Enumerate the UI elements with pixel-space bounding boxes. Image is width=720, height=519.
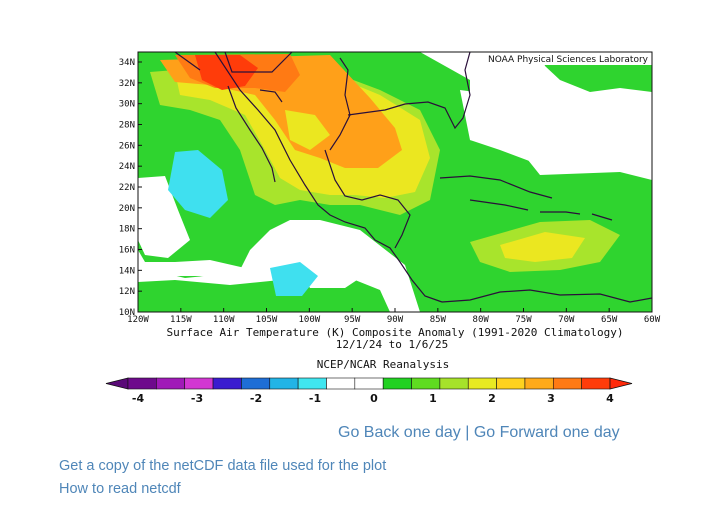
lat-tick-label: 22N [119, 183, 135, 193]
netcdf-download-link[interactable]: Get a copy of the netCDF data file used … [59, 458, 387, 474]
colorbar-label: -4 [132, 392, 145, 405]
colorbar-label: 1 [429, 392, 437, 405]
lat-tick-label: 26N [119, 141, 135, 151]
go-back-link[interactable]: Go Back one day [338, 424, 461, 441]
colorbar-swatch [297, 377, 327, 390]
colorbar-swatch [467, 377, 497, 390]
lon-tick-label: 70W [558, 315, 575, 325]
lon-tick-label: 100W [298, 315, 320, 325]
lon-tick-label: 110W [213, 315, 235, 325]
colorbar-label: 2 [488, 392, 496, 405]
lon-tick-label: 120W [127, 315, 149, 325]
how-to-read-netcdf-link[interactable]: How to read netcdf [59, 481, 181, 497]
latitude-ticks: 34N 32N 30N 28N 26N 24N 22N 20N 18N 16N 14N 12N 10N [119, 58, 142, 318]
colorbar-swatch [496, 377, 526, 390]
lat-tick-label: 10N [119, 308, 135, 318]
colorbar-swatch [382, 377, 412, 390]
lon-tick-label: 105W [256, 315, 278, 325]
colorbar-left-arrow [105, 377, 129, 390]
longitude-ticks: 120W 115W 110W 105W 100W 95W 90W 85W 80W 75W 70W 65… [127, 308, 661, 325]
go-forward-link[interactable]: Go Forward one day [473, 424, 620, 441]
lat-tick-label: 24N [119, 162, 135, 172]
nav-separator: | [465, 424, 470, 441]
colorbar-label: 3 [547, 392, 555, 405]
colorbar-swatch [156, 377, 186, 390]
colorbar-swatch [411, 377, 441, 390]
lat-tick-label: 28N [119, 121, 135, 131]
caption-title: Surface Air Temperature (K) Composite An… [167, 326, 624, 339]
lat-tick-label: 20N [119, 204, 135, 214]
colorbar-label: 0 [370, 392, 378, 405]
colorbar-label: -3 [191, 392, 203, 405]
caption-source: NCEP/NCAR Reanalysis [317, 358, 449, 371]
lat-tick-label: 34N [119, 58, 135, 68]
colorbar-swatch [269, 377, 299, 390]
lon-tick-label: 90W [387, 315, 404, 325]
colorbar-label: -1 [309, 392, 321, 405]
colorbar-legend: -4 -3 -2 -1 0 1 2 3 4 [105, 377, 633, 405]
colorbar-swatch [439, 377, 469, 390]
lon-tick-label: 85W [430, 315, 447, 325]
colorbar-right-arrow [609, 377, 633, 390]
day-navigation: Go Back one day | Go Forward one day [338, 424, 620, 442]
anomaly-field [138, 52, 652, 312]
colorbar-swatch [524, 377, 554, 390]
lat-tick-label: 32N [119, 79, 135, 89]
colorbar-swatch [326, 377, 356, 390]
colorbar-swatch [184, 377, 214, 390]
lon-tick-label: 80W [473, 315, 490, 325]
lon-tick-label: 60W [644, 315, 661, 325]
lat-tick-label: 14N [119, 266, 135, 276]
caption-date-range: 12/1/24 to 1/6/25 [336, 338, 449, 351]
colorbar-swatch [581, 377, 611, 390]
credit-text: NOAA Physical Sciences Laboratory [488, 55, 649, 65]
colorbar-swatch [241, 377, 271, 390]
lat-tick-label: 30N [119, 100, 135, 110]
colorbar-label: -2 [250, 392, 262, 405]
colorbar-label: 4 [606, 392, 614, 405]
colorbar-swatch [127, 377, 157, 390]
colorbar-swatch [212, 377, 242, 390]
lon-tick-label: 65W [601, 315, 618, 325]
colorbar-swatch [354, 377, 384, 390]
lat-tick-label: 12N [119, 287, 135, 297]
lat-tick-label: 18N [119, 225, 135, 235]
lat-tick-label: 16N [119, 246, 135, 256]
colorbar-swatch [552, 377, 582, 390]
lon-tick-label: 115W [170, 315, 192, 325]
lon-tick-label: 75W [515, 315, 532, 325]
lon-tick-label: 95W [344, 315, 361, 325]
